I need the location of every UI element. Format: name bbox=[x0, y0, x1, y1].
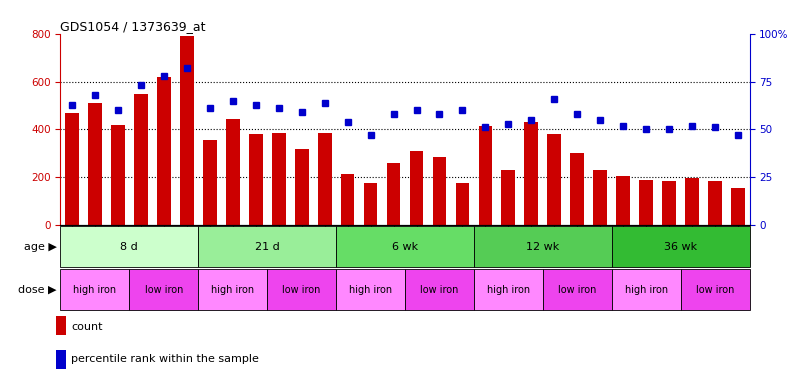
Bar bbox=[479, 126, 492, 225]
Bar bbox=[708, 181, 722, 225]
Text: count: count bbox=[71, 322, 102, 332]
Bar bbox=[543, 269, 612, 310]
Bar bbox=[198, 226, 336, 267]
Bar bbox=[617, 176, 630, 225]
Text: low iron: low iron bbox=[282, 285, 321, 295]
Bar bbox=[680, 269, 750, 310]
Bar bbox=[685, 178, 699, 225]
Bar bbox=[180, 36, 193, 225]
Bar bbox=[56, 316, 66, 336]
Bar bbox=[341, 174, 355, 225]
Bar bbox=[593, 170, 607, 225]
Bar bbox=[547, 134, 561, 225]
Bar bbox=[88, 103, 102, 225]
Bar bbox=[612, 226, 750, 267]
Bar bbox=[336, 269, 405, 310]
Bar bbox=[60, 269, 129, 310]
Bar bbox=[318, 133, 331, 225]
Text: high iron: high iron bbox=[73, 285, 117, 295]
Bar bbox=[433, 157, 447, 225]
Bar bbox=[663, 181, 676, 225]
Text: high iron: high iron bbox=[487, 285, 530, 295]
Bar bbox=[409, 151, 423, 225]
Bar bbox=[249, 134, 263, 225]
Bar bbox=[267, 269, 336, 310]
Text: high iron: high iron bbox=[211, 285, 255, 295]
Bar bbox=[405, 269, 474, 310]
Bar bbox=[612, 269, 680, 310]
Text: 8 d: 8 d bbox=[120, 242, 139, 252]
Text: low iron: low iron bbox=[420, 285, 459, 295]
Bar bbox=[364, 183, 377, 225]
Text: high iron: high iron bbox=[349, 285, 393, 295]
Bar bbox=[56, 350, 66, 369]
Bar bbox=[203, 140, 217, 225]
Bar bbox=[198, 269, 268, 310]
Bar bbox=[731, 188, 745, 225]
Text: low iron: low iron bbox=[696, 285, 734, 295]
Bar bbox=[157, 77, 171, 225]
Bar bbox=[129, 269, 198, 310]
Bar bbox=[336, 226, 474, 267]
Bar bbox=[525, 122, 538, 225]
Bar bbox=[501, 170, 515, 225]
Text: high iron: high iron bbox=[625, 285, 668, 295]
Bar bbox=[387, 163, 401, 225]
Text: 36 wk: 36 wk bbox=[664, 242, 697, 252]
Text: 12 wk: 12 wk bbox=[526, 242, 559, 252]
Bar bbox=[571, 153, 584, 225]
Bar bbox=[474, 226, 612, 267]
Text: age ▶: age ▶ bbox=[23, 242, 56, 252]
Bar bbox=[295, 148, 309, 225]
Bar bbox=[226, 118, 239, 225]
Bar bbox=[60, 226, 198, 267]
Bar bbox=[474, 269, 543, 310]
Bar bbox=[134, 93, 147, 225]
Text: low iron: low iron bbox=[144, 285, 183, 295]
Text: dose ▶: dose ▶ bbox=[18, 285, 56, 295]
Bar bbox=[272, 133, 285, 225]
Bar bbox=[111, 124, 125, 225]
Bar bbox=[455, 183, 469, 225]
Text: percentile rank within the sample: percentile rank within the sample bbox=[71, 354, 259, 364]
Bar bbox=[65, 112, 79, 225]
Text: 21 d: 21 d bbox=[255, 242, 280, 252]
Text: low iron: low iron bbox=[558, 285, 596, 295]
Bar bbox=[639, 180, 653, 225]
Text: 6 wk: 6 wk bbox=[392, 242, 418, 252]
Text: GDS1054 / 1373639_at: GDS1054 / 1373639_at bbox=[60, 20, 206, 33]
